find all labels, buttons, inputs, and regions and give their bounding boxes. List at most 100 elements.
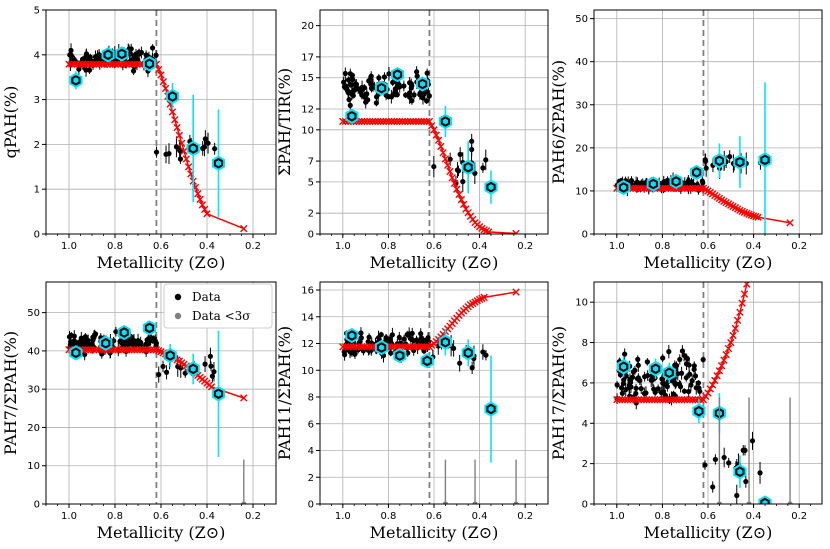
bin-point-core (673, 178, 679, 185)
model-marker-stroke (103, 60, 111, 68)
x-tick-label: 0.4 (199, 241, 215, 252)
model-marker (743, 209, 751, 218)
model-marker-stroke (480, 293, 488, 302)
model-marker (642, 395, 651, 404)
data-point (638, 385, 644, 392)
model-marker (640, 184, 648, 193)
model-marker (629, 184, 637, 193)
model-marker (661, 184, 670, 193)
model-marker-stroke (178, 139, 186, 147)
data-point (153, 52, 159, 58)
y-tick-label: 5 (34, 6, 40, 17)
model-marker-stroke (395, 343, 404, 351)
data-point (424, 70, 430, 76)
x-tick-label: 1.0 (61, 241, 77, 252)
data-point (447, 156, 453, 162)
model-marker (683, 184, 691, 193)
data-point (627, 377, 633, 383)
model-marker-stroke (706, 385, 714, 393)
model-marker-stroke (680, 184, 689, 193)
model-marker-stroke (727, 338, 735, 347)
legend-box (163, 283, 273, 329)
model-marker (634, 184, 643, 193)
model-marker (382, 117, 390, 126)
data-point (734, 492, 740, 499)
data-point (390, 79, 396, 85)
model-marker (339, 343, 347, 351)
x-tick-label: 0.6 (700, 511, 716, 522)
model-marker (686, 395, 694, 404)
data-point (702, 157, 708, 163)
data-point (618, 385, 625, 391)
model-marker-stroke (448, 174, 456, 182)
data-point (349, 349, 355, 355)
model-marker (387, 343, 396, 351)
model-marker-stroke (168, 108, 177, 116)
model-marker (432, 131, 440, 139)
data-point (469, 365, 475, 371)
model-marker (81, 346, 90, 354)
model-marker (425, 117, 434, 126)
data-point (686, 388, 692, 395)
model-marker (339, 117, 347, 126)
chart-panel-pah17: 1.0 0.8 0.6 0.4 0.2 0 2 4 6 8 10 Metallicity (Z⊙) PA… (549, 281, 823, 542)
model-marker-stroke (358, 117, 366, 126)
data-point (153, 149, 160, 155)
data-point (68, 52, 74, 58)
x-tick-label: 1.0 (61, 511, 77, 522)
model-marker-stroke (136, 346, 144, 354)
model-marker (109, 60, 117, 68)
model-marker (401, 343, 409, 351)
model-marker (147, 346, 155, 354)
y-axis-label: PAH17/ΣPAH(%) (549, 326, 568, 460)
model-marker (157, 71, 165, 79)
data-point (83, 67, 89, 73)
model-marker (667, 395, 675, 404)
model-marker (371, 117, 379, 126)
model-marker-stroke (114, 346, 122, 354)
data-point (670, 391, 677, 397)
model-marker-stroke (637, 184, 645, 193)
bin-point-core (397, 352, 403, 359)
model-marker-stroke (743, 282, 750, 288)
data-point (691, 363, 697, 369)
model-marker-stroke (152, 346, 161, 354)
data-point (662, 392, 669, 398)
bin-point-core (394, 71, 401, 78)
model-marker-stroke (675, 184, 683, 193)
chart-panel-qpah: 1.0 0.8 0.6 0.4 0.2 0 1 2 3 4 5 Metallicity (Z⊙) qPA… (1, 6, 277, 272)
legend-marker-lowsn (174, 312, 182, 320)
data-point (349, 72, 355, 78)
model-marker-stroke (173, 123, 181, 132)
model-marker (738, 299, 746, 307)
model-marker (656, 395, 664, 404)
data-point (683, 375, 689, 381)
model-marker-stroke (437, 142, 445, 151)
chart-panel-pahtir: 1.0 0.8 0.6 0.4 0.2 0 2 5 7 10 12 15 17 20 Metallicity… (275, 9, 549, 272)
model-marker-stroke (87, 60, 95, 68)
data-point (621, 377, 627, 383)
model-marker-stroke (717, 362, 726, 370)
model-marker-stroke (686, 184, 694, 193)
lowsn-point (241, 501, 247, 504)
data-point (623, 387, 629, 393)
data-point (92, 331, 99, 337)
model-marker-stroke (390, 117, 398, 126)
model-marker-stroke (106, 60, 114, 68)
model-marker (136, 60, 144, 68)
bin-point-core (119, 50, 125, 57)
model-marker (133, 60, 141, 68)
model-marker (453, 185, 461, 193)
data-point (469, 138, 475, 144)
model-marker-stroke (339, 343, 347, 351)
model-marker-stroke (122, 60, 131, 68)
model-marker-stroke (446, 167, 454, 176)
x-axis-label: Metallicity (Z⊙) (97, 253, 226, 272)
model-marker (749, 212, 758, 220)
x-tick-label: 0.6 (426, 241, 442, 252)
model-marker (78, 60, 87, 68)
model-marker-stroke (341, 343, 350, 351)
model-marker-stroke (722, 350, 730, 359)
data-point (421, 348, 427, 354)
bin-point-core (488, 406, 494, 412)
